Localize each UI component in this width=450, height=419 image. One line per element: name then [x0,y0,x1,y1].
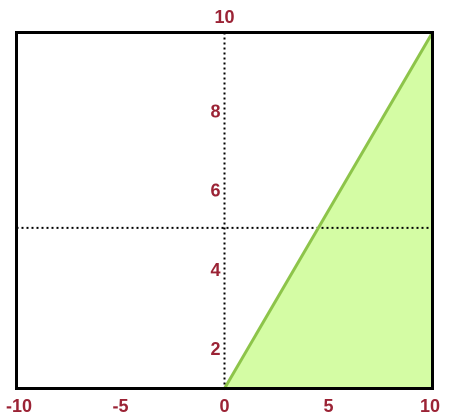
y-tick-label: 4 [210,260,220,280]
y-tick-label: 6 [210,181,220,201]
y-tick-label: 8 [210,102,220,122]
x-tick-label: -10 [6,396,32,416]
x-tick-label: 5 [323,396,333,416]
series-line-0 [223,31,434,390]
x-tick-label: 10 [420,396,440,416]
y-tick-label: 2 [210,339,220,359]
y-tick-label: 10 [214,7,234,27]
series-line-layer [223,31,434,390]
x-tick-label: 0 [219,396,229,416]
tick-labels-layer: -10 -5 0 5 10 2 4 6 8 10 [6,7,440,416]
reference-lines-layer [16,32,433,389]
plot-frame [15,31,434,390]
x-tick-label: -5 [112,396,128,416]
